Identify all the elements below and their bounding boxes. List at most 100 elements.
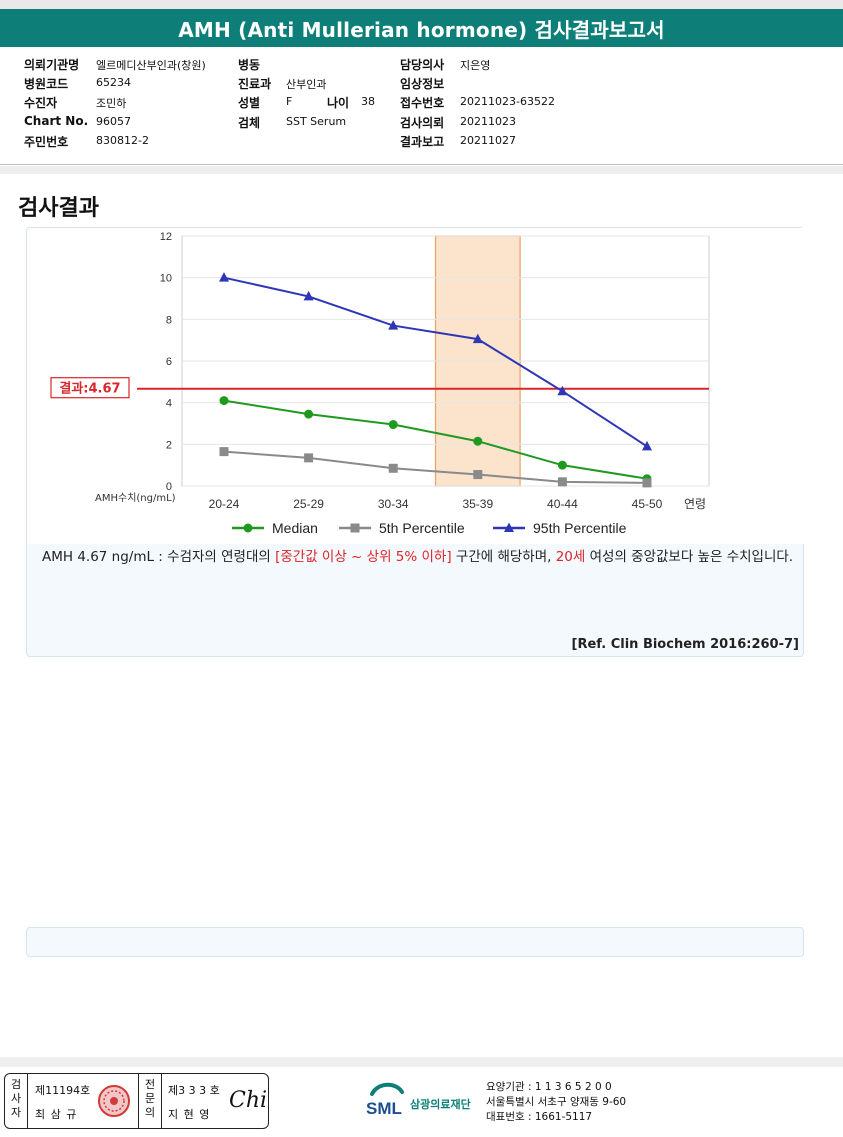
- data-point: [304, 453, 314, 463]
- data-point: [304, 409, 314, 419]
- ward-label: 병동: [238, 58, 261, 72]
- footer-separator: [0, 1057, 843, 1067]
- data-point: [388, 463, 398, 473]
- result-label: 결과:4.67: [59, 381, 120, 397]
- legend-label: 95th Percentile: [533, 520, 627, 536]
- series-line-0: [223, 399, 648, 480]
- y-tick-label: 12: [160, 231, 172, 243]
- data-point: [557, 460, 567, 470]
- interpretation-part-3: 여성의 중앙값보다 높은 수치입니다.: [585, 549, 794, 565]
- result-label-box: [50, 377, 130, 399]
- interpretation-age: 20세: [555, 549, 586, 565]
- data-point: [219, 447, 229, 457]
- age-label: 나이: [327, 96, 350, 110]
- sml-logo-icon: SML: [366, 1082, 404, 1118]
- sex-label: 성별: [238, 96, 261, 110]
- institution-label: 의뢰기관명: [24, 58, 80, 72]
- specimen-value: SST Serum: [286, 115, 347, 128]
- data-point: [473, 436, 483, 446]
- y-tick-label: 6: [166, 356, 172, 368]
- clinical-label: 임상정보: [400, 77, 445, 91]
- seal-icon: [98, 1085, 130, 1117]
- interpretation-part-2: 구간에 해당하며,: [451, 549, 556, 565]
- x-tick-label: 35-39: [462, 497, 493, 511]
- report-date-value: 20211027: [460, 134, 516, 147]
- data-point: [219, 272, 229, 282]
- top-strip: [0, 0, 843, 9]
- lab-info: 요양기관 : 1 1 3 6 5 2 0 0 서울특별시 서초구 양재동 9-6…: [486, 1080, 626, 1125]
- department-label: 진료과: [238, 77, 272, 91]
- lab-address: 서울특별시 서초구 양재동 9-60: [486, 1096, 627, 1108]
- patient-info-block: 의뢰기관명 엘르메디산부인과(창원) 병원코드 65234 수진자 조민하 Ch…: [0, 47, 843, 165]
- lab-name: 삼광의료재단: [410, 1098, 471, 1111]
- data-point: [388, 320, 399, 330]
- divider: [27, 1074, 28, 1128]
- report-date-label: 결과보고: [400, 135, 445, 149]
- y-tick-label: 8: [166, 314, 172, 326]
- institution-value: 엘르메디산부인과(창원): [96, 59, 206, 72]
- data-point: [642, 478, 652, 488]
- request-date-label: 검사의뢰: [400, 116, 445, 130]
- specialist-license: 제3 3 3 호: [168, 1084, 220, 1097]
- data-point: [557, 385, 568, 396]
- handwritten-signature: Chi: [229, 1088, 268, 1113]
- legend-marker: [243, 523, 253, 533]
- legend-label: 5th Percentile: [379, 520, 465, 536]
- x-tick-label: 25-29: [293, 497, 324, 511]
- resident-no-label: 주민번호: [24, 135, 69, 149]
- results-section-title: 검사결과: [18, 196, 99, 221]
- series-line-1: [223, 450, 648, 484]
- x-tick-label: 30-34: [378, 497, 409, 511]
- examiner-license: 제11194호: [35, 1084, 91, 1097]
- report-title: AMH (Anti Mullerian hormone) 검사결과보고서: [0, 9, 843, 47]
- doctor-value: 지은영: [460, 59, 491, 72]
- lab-care-number: 요양기관 : 1 1 3 6 5 2 0 0: [486, 1081, 612, 1093]
- sex-value: F: [286, 95, 293, 108]
- x-axis-suffix: 연령: [684, 497, 706, 511]
- interpretation-part-1: AMH 4.67 ng/mL : 수검자의 연령대의: [42, 549, 276, 565]
- y-tick-label: 10: [160, 273, 172, 285]
- chart-container: 0 2 4 6 8 10 12 20-24 25-29 30-34 35-39 40-44 45-50 연…: [27, 228, 805, 544]
- y-tick-label: 2: [166, 439, 172, 451]
- examiner-name: 최 삼 규: [35, 1108, 78, 1121]
- reference-citation: [Ref. Clin Biochem 2016:260-7]: [571, 637, 799, 652]
- legend-marker: [350, 523, 360, 533]
- patient-label: 수진자: [24, 96, 58, 110]
- amh-chart: 0 2 4 6 8 10 12 20-24 25-29 30-34 35-39 40-44 45-50 연…: [50, 231, 710, 536]
- department-value: 산부인과: [286, 78, 327, 91]
- interpretation-range: [중간값 이상 ~ 상위 5% 이하]: [275, 549, 452, 565]
- divider: [138, 1074, 139, 1128]
- lab-phone: 대표번호 : 1661-5117: [486, 1111, 593, 1123]
- receipt-no-value: 20211023-63522: [460, 95, 555, 108]
- patient-value: 조민하: [96, 97, 127, 110]
- sml-logo-text: SML: [366, 1099, 402, 1118]
- request-date-value: 20211023: [460, 115, 516, 128]
- hospital-code-value: 65234: [96, 76, 131, 89]
- x-tick-label: 40-44: [547, 497, 578, 511]
- chart-no-label: Chart No.: [24, 114, 89, 128]
- doctor-label: 담당의사: [400, 58, 445, 72]
- legend-label: Median: [272, 520, 318, 536]
- y-tick-label: 0: [166, 481, 172, 493]
- results-panel: 0 2 4 6 8 10 12 20-24 25-29 30-34 35-39 40-44 45-50 연…: [26, 227, 805, 657]
- data-point: [642, 440, 652, 451]
- data-point: [219, 396, 229, 406]
- resident-no-value: 830812-2: [96, 134, 149, 147]
- data-point: [472, 333, 483, 344]
- x-tick-label: 45-50: [632, 497, 663, 511]
- data-point: [473, 470, 483, 480]
- y-axis-label: AMH수치(ng/mL): [95, 492, 176, 504]
- interpretation-text: AMH 4.67 ng/mL : 수검자의 연령대의 [중간값 이상 ~ 상위 …: [42, 546, 812, 568]
- data-point: [303, 290, 314, 301]
- legend-marker: [504, 522, 514, 532]
- receipt-no-label: 접수번호: [400, 96, 445, 110]
- data-point: [557, 477, 567, 487]
- divider: [161, 1074, 162, 1128]
- x-tick-label: 20-24: [209, 497, 240, 511]
- y-tick-label: 4: [166, 398, 172, 410]
- comment-panel: [26, 927, 804, 957]
- age-value: 38: [361, 95, 375, 108]
- hospital-code-label: 병원코드: [24, 77, 69, 91]
- specimen-label: 검체: [238, 116, 261, 130]
